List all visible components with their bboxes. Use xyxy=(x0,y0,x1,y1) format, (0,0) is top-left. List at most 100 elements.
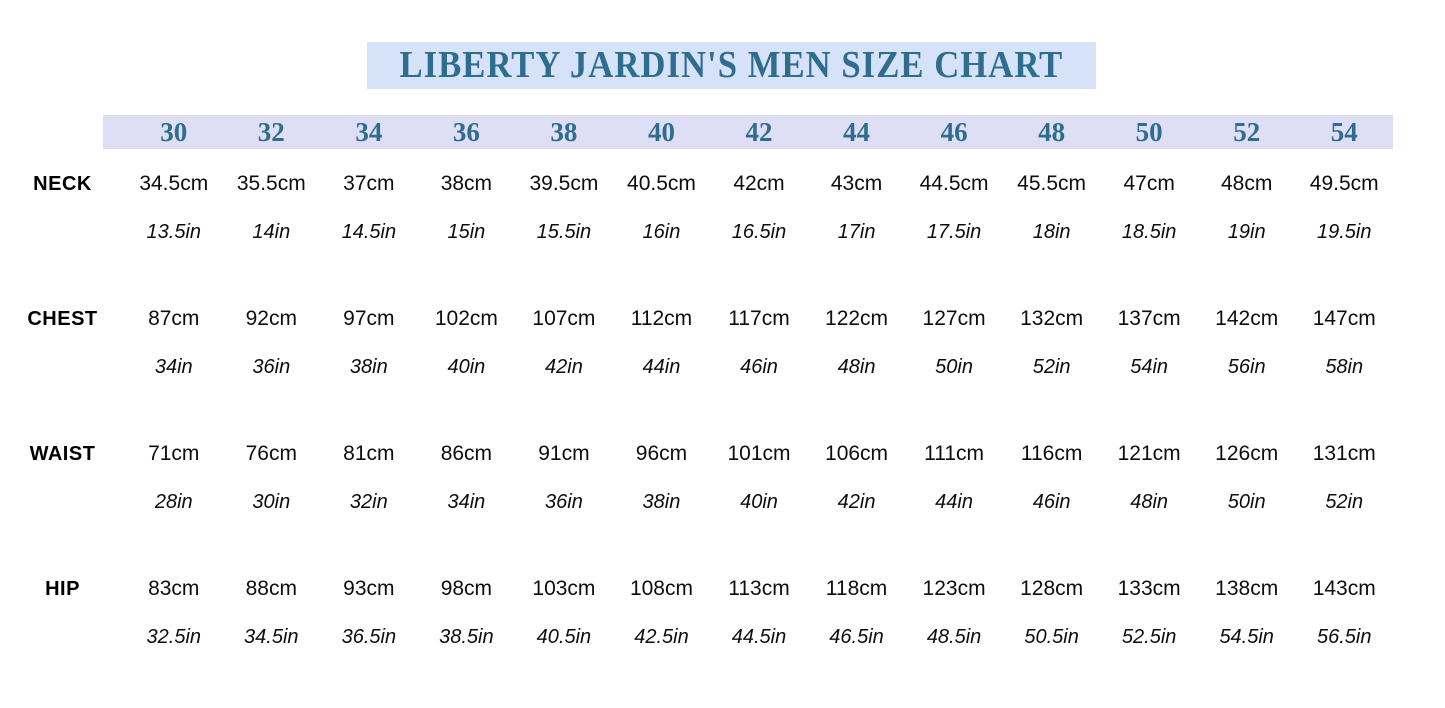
cm-value-cell: 113cm xyxy=(728,577,790,600)
measurement-group: HIP 83cm 88cm 93cm 98cm 103cm 108cm 113cm 118cm 1… xyxy=(0,565,1445,661)
inch-value-cell: 17.5in xyxy=(926,220,982,243)
size-column-header: 52 xyxy=(1197,115,1296,149)
size-header-row: 30 32 34 36 38 40 42 44 46 48 50 52 54 xyxy=(0,115,1393,149)
inch-value-cell: 30in xyxy=(252,490,291,513)
cm-value-cell: 102cm xyxy=(434,307,498,330)
cm-value-cell: 81cm xyxy=(343,442,395,465)
chart-title-banner: LIBERTY JARDIN'S MEN SIZE CHART xyxy=(367,42,1096,89)
inch-value-cell: 19.5in xyxy=(1316,220,1372,243)
measurement-group: CHEST 87cm 92cm 97cm 102cm 107cm 112cm 117cm 122… xyxy=(0,295,1445,391)
header-band-left-edge xyxy=(103,115,125,149)
inch-value-cell: 52.5in xyxy=(1121,625,1177,648)
cm-value-cell: 35.5cm xyxy=(236,172,306,195)
cm-row: NECK 34.5cm 35.5cm 37cm 38cm 39.5cm 40.5cm 42cm… xyxy=(0,160,1393,208)
cm-value-cell: 42cm xyxy=(733,172,785,195)
cm-value-cell: 137cm xyxy=(1117,307,1181,330)
cm-value-cell: 108cm xyxy=(629,577,693,600)
size-column-header: 34 xyxy=(320,115,418,149)
cm-value-cell: 116cm xyxy=(1020,442,1083,465)
size-table: 30 32 34 36 38 40 42 44 46 48 50 52 54 NECK 34.5cm 35.… xyxy=(0,115,1445,661)
page-title: LIBERTY JARDIN'S MEN SIZE CHART xyxy=(399,44,1064,86)
cm-value-cell: 44.5cm xyxy=(919,172,989,195)
cm-value-cell: 71cm xyxy=(148,442,200,465)
cm-value-cell: 96cm xyxy=(635,442,688,465)
size-column-header: 42 xyxy=(710,115,808,149)
cm-value-cell: 133cm xyxy=(1117,577,1181,600)
size-column-header: 30 xyxy=(125,115,223,149)
cm-row: CHEST 87cm 92cm 97cm 102cm 107cm 112cm 117cm 122… xyxy=(0,295,1393,343)
inch-value-cell: 58in xyxy=(1325,355,1364,378)
cm-value-cell: 111cm xyxy=(924,442,985,465)
inch-row: 34in 36in 38in 40in 42in 44in 46in 48in 50in 52in… xyxy=(0,343,1393,391)
cm-value-cell: 86cm xyxy=(440,442,493,465)
size-column-header: 36 xyxy=(417,115,516,149)
table-body: NECK 34.5cm 35.5cm 37cm 38cm 39.5cm 40.5cm 42cm… xyxy=(0,160,1445,661)
inch-value-cell: 38.5in xyxy=(439,625,494,648)
cm-value-cell: 45.5cm xyxy=(1017,172,1087,195)
inch-value-cell: 13.5in xyxy=(146,220,202,243)
cm-value-cell: 39.5cm xyxy=(529,172,599,195)
inch-value-cell: 48in xyxy=(1130,490,1169,513)
cm-row: HIP 83cm 88cm 93cm 98cm 103cm 108cm 113cm 118cm 1… xyxy=(0,565,1393,613)
cm-value-cell: 83cm xyxy=(148,577,200,600)
measurement-group: WAIST 71cm 76cm 81cm 86cm 91cm 96cm 101cm 106cm 1… xyxy=(0,430,1445,526)
inch-value-cell: 17in xyxy=(837,220,876,243)
inch-value-cell: 36in xyxy=(545,490,583,513)
cm-value-cell: 142cm xyxy=(1215,307,1279,330)
inch-value-cell: 50in xyxy=(935,355,973,378)
inch-value-cell: 52in xyxy=(1325,490,1364,513)
cm-value-cell: 49.5cm xyxy=(1309,172,1379,195)
inch-row: 32.5in 34.5in 36.5in 38.5in 40.5in 42.5in 44.5… xyxy=(0,613,1393,661)
inch-value-cell: 38in xyxy=(642,490,681,513)
cm-value-cell: 34.5cm xyxy=(139,172,209,195)
cm-value-cell: 101cm xyxy=(727,442,791,465)
inch-value-cell: 19in xyxy=(1227,220,1266,243)
cm-value-cell: 118cm xyxy=(825,577,888,600)
cm-value-cell: 92cm xyxy=(245,307,297,330)
row-label: WAIST xyxy=(29,442,96,465)
inch-value-cell: 42.5in xyxy=(634,625,689,648)
size-column-header: 38 xyxy=(515,115,613,149)
inch-value-cell: 48.5in xyxy=(926,625,982,648)
cm-value-cell: 143cm xyxy=(1312,577,1376,600)
inch-value-cell: 38in xyxy=(349,355,388,378)
inch-value-cell: 34in xyxy=(154,355,193,378)
size-column-header: 50 xyxy=(1100,115,1198,149)
cm-value-cell: 47cm xyxy=(1123,172,1175,195)
cm-value-cell: 121cm xyxy=(1117,442,1181,465)
cm-value-cell: 88cm xyxy=(245,577,297,600)
cm-value-cell: 76cm xyxy=(245,442,297,465)
cm-value-cell: 38cm xyxy=(440,172,493,195)
inch-value-cell: 52in xyxy=(1032,355,1071,378)
cm-value-cell: 117cm xyxy=(728,307,790,330)
inch-value-cell: 42in xyxy=(837,490,876,513)
row-label: CHEST xyxy=(27,307,98,330)
cm-value-cell: 123cm xyxy=(922,577,986,600)
inch-value-cell: 46in xyxy=(1032,490,1071,513)
size-column-header: 40 xyxy=(612,115,711,149)
cm-value-cell: 87cm xyxy=(148,307,200,330)
cm-value-cell: 126cm xyxy=(1215,442,1279,465)
inch-value-cell: 32.5in xyxy=(146,625,202,648)
inch-value-cell: 44.5in xyxy=(731,625,787,648)
cm-value-cell: 40.5cm xyxy=(627,172,696,195)
cm-value-cell: 112cm xyxy=(630,307,693,330)
inch-value-cell: 28in xyxy=(154,490,193,513)
cm-value-cell: 128cm xyxy=(1020,577,1084,600)
inch-value-cell: 44in xyxy=(935,490,973,513)
inch-value-cell: 18.5in xyxy=(1121,220,1177,243)
inch-value-cell: 46.5in xyxy=(829,625,884,648)
cm-value-cell: 122cm xyxy=(825,307,889,330)
row-label: NECK xyxy=(33,172,92,195)
inch-value-cell: 46in xyxy=(740,355,778,378)
cm-value-cell: 138cm xyxy=(1215,577,1279,600)
inch-value-cell: 18in xyxy=(1032,220,1071,243)
cm-value-cell: 98cm xyxy=(440,577,493,600)
cm-value-cell: 97cm xyxy=(343,307,395,330)
cm-value-cell: 132cm xyxy=(1020,307,1084,330)
size-column-header: 44 xyxy=(807,115,906,149)
row-label: HIP xyxy=(45,577,80,600)
inch-value-cell: 15.5in xyxy=(536,220,592,243)
size-column-header: 54 xyxy=(1295,115,1393,149)
cm-value-cell: 91cm xyxy=(538,442,590,465)
